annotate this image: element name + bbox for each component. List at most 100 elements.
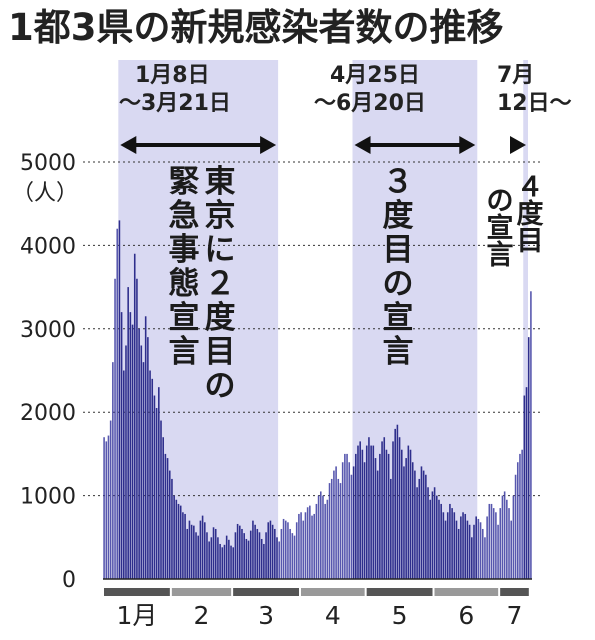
bar (282, 518, 285, 579)
bar (179, 505, 182, 579)
bar (149, 370, 151, 579)
bar (387, 453, 390, 579)
bar (453, 512, 456, 579)
bar (142, 362, 145, 579)
bar (422, 470, 425, 579)
bar (243, 533, 245, 579)
bar (521, 449, 523, 579)
arrow-head-left (120, 136, 137, 154)
bar (190, 524, 193, 579)
bar (352, 466, 355, 579)
bar (136, 278, 138, 579)
bar (228, 539, 230, 579)
month-segment (171, 588, 232, 596)
bar (510, 520, 513, 579)
y-tick-label: 5000 (20, 151, 76, 176)
bar (234, 532, 237, 579)
bar (499, 508, 502, 579)
bar (267, 522, 270, 579)
bar (322, 495, 324, 579)
bar (394, 428, 396, 579)
bar (361, 449, 364, 579)
bar (197, 535, 200, 579)
bar (484, 537, 486, 579)
bar (302, 520, 305, 579)
bar (118, 220, 121, 579)
bar (230, 545, 232, 579)
bar (127, 287, 129, 579)
bar (355, 453, 357, 579)
bar (455, 520, 458, 579)
bar (173, 495, 175, 579)
bar (464, 513, 467, 579)
bar (274, 528, 276, 579)
bar (309, 505, 311, 579)
bar (381, 441, 383, 579)
bar (182, 512, 184, 579)
y-tick-label: 4000 (20, 234, 76, 259)
bar-layer (103, 220, 532, 580)
bar (324, 503, 326, 579)
bar (418, 478, 421, 579)
axis-layer: 0 1000 2000 3000 4000 5000 1月 2 3 4 5 6 7 (20, 151, 532, 630)
bar (400, 449, 403, 579)
bar (328, 483, 331, 579)
bar (298, 513, 300, 579)
bar (346, 453, 348, 579)
vertical-label: の宣言 (487, 186, 514, 271)
bar (341, 462, 344, 579)
month-segment (500, 588, 529, 596)
bar (473, 524, 475, 579)
bar (379, 453, 381, 579)
bar (460, 516, 462, 579)
bar (370, 445, 372, 579)
bar (516, 462, 519, 579)
y-tick-label: 3000 (20, 318, 76, 343)
arrow-head-right (459, 136, 476, 154)
bar (138, 328, 140, 579)
bar (339, 483, 342, 579)
bar (359, 441, 361, 579)
bar (429, 499, 432, 579)
vertical-label: ３度目の宣言 (383, 164, 414, 370)
bar (195, 532, 197, 579)
bar (245, 538, 248, 579)
bar (357, 445, 359, 579)
bar (479, 522, 482, 579)
bar (223, 544, 226, 579)
bar (433, 487, 436, 579)
bar (214, 528, 217, 579)
month-label: 6 (458, 601, 474, 630)
bar (503, 491, 506, 579)
bar (289, 528, 291, 579)
bar (372, 445, 375, 579)
vertical-label: ４度目 (517, 172, 544, 257)
bar (407, 445, 410, 579)
bar (265, 532, 267, 579)
bar (475, 516, 477, 579)
bar (481, 528, 484, 579)
month-label: 4 (325, 601, 341, 630)
bar (363, 462, 366, 579)
bar (527, 337, 530, 579)
bar (523, 395, 526, 579)
bar (249, 530, 252, 579)
bar (471, 537, 473, 579)
bar (451, 508, 453, 579)
period-label: ～6月20日 (314, 91, 426, 116)
month-label: 3 (258, 601, 274, 630)
bar (153, 395, 156, 579)
bar (166, 458, 169, 579)
bar (403, 466, 405, 579)
bar (252, 520, 254, 579)
bar (271, 524, 274, 579)
bar (311, 515, 313, 579)
bar (188, 520, 191, 579)
bar (466, 520, 469, 579)
bar (512, 495, 515, 579)
bar (405, 458, 407, 579)
bar (390, 478, 392, 579)
bar (306, 507, 309, 579)
